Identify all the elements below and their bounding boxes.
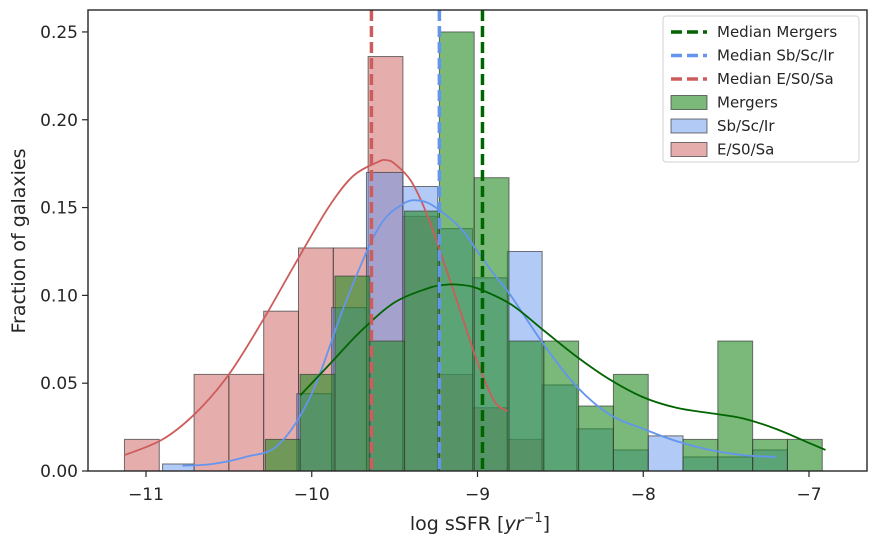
bar-mergers-4 (404, 210, 440, 472)
bar-mergers-5 (438, 31, 475, 472)
kde-curve-e-s0-sa (124, 158, 508, 457)
plot-area (123, 10, 826, 472)
legend-box (662, 15, 860, 163)
bar-mergers-0 (264, 438, 301, 472)
kde-curve-mergers (299, 283, 826, 451)
x-tick-label: −8 (631, 485, 656, 505)
x-axis-label-prefix: log sSFR [ (410, 513, 505, 535)
x-axis-label-exponent: −1 (524, 511, 543, 526)
legend: Median Mergers Median Sb/Sc/Ir Median E/S0… (662, 15, 860, 163)
axes: −11 −10 −9 −8 −7 0.00 0.05 0.10 0.15 0.20 0.25 (40, 9, 868, 505)
legend-label-median-e-s0-sa: Median E/S0/Sa (717, 70, 834, 88)
x-axis-label-suffix: ] (543, 513, 550, 535)
bar-mergers-14 (752, 438, 788, 472)
kde-curve-sb-sc-ir (182, 199, 776, 467)
bar-mergers-2 (334, 275, 371, 472)
x-tick-label: −10 (294, 485, 330, 505)
bar-mergers-7 (508, 340, 545, 472)
y-tick-label: 0.05 (40, 374, 78, 394)
y-axis-label: Fraction of galaxies (8, 149, 30, 334)
y-tick-label: 0.25 (40, 23, 78, 43)
x-tick-label: −7 (796, 485, 821, 505)
x-axis-label: log sSFR [yr−1] (410, 511, 550, 535)
legend-label-sb-sc-ir: Sb/Sc/Ir (717, 117, 775, 135)
legend-swatch-sb-sc-ir (670, 118, 708, 134)
y-tick-label: 0.15 (40, 199, 78, 219)
bar-e-s0-sa-2 (193, 373, 230, 472)
legend-swatch-mergers (670, 95, 708, 110)
bar-mergers-15 (786, 438, 823, 472)
bar-mergers-3 (369, 340, 406, 472)
y-tick-label: 0.10 (40, 286, 78, 306)
y-tick-label: 0.20 (40, 111, 78, 131)
bar-mergers-9 (578, 405, 614, 472)
y-tick-label: 0.00 (40, 462, 78, 482)
legend-label-median-sb-sc-ir: Median Sb/Sc/Ir (717, 47, 835, 65)
bar-mergers-8 (543, 340, 580, 472)
x-tick-label: −9 (465, 485, 490, 505)
x-axis-label-math: yr (503, 513, 524, 535)
legend-label-e-s0-sa: E/S0/Sa (717, 141, 774, 159)
legend-swatch-e-s0-sa (670, 142, 708, 157)
bar-mergers-10 (612, 373, 649, 472)
bar-mergers-6 (473, 177, 510, 472)
legend-label-median-mergers: Median Mergers (717, 23, 837, 41)
bar-mergers-13 (717, 340, 754, 472)
legend-label-mergers: Mergers (717, 94, 778, 112)
x-tick-label: −11 (128, 485, 164, 505)
